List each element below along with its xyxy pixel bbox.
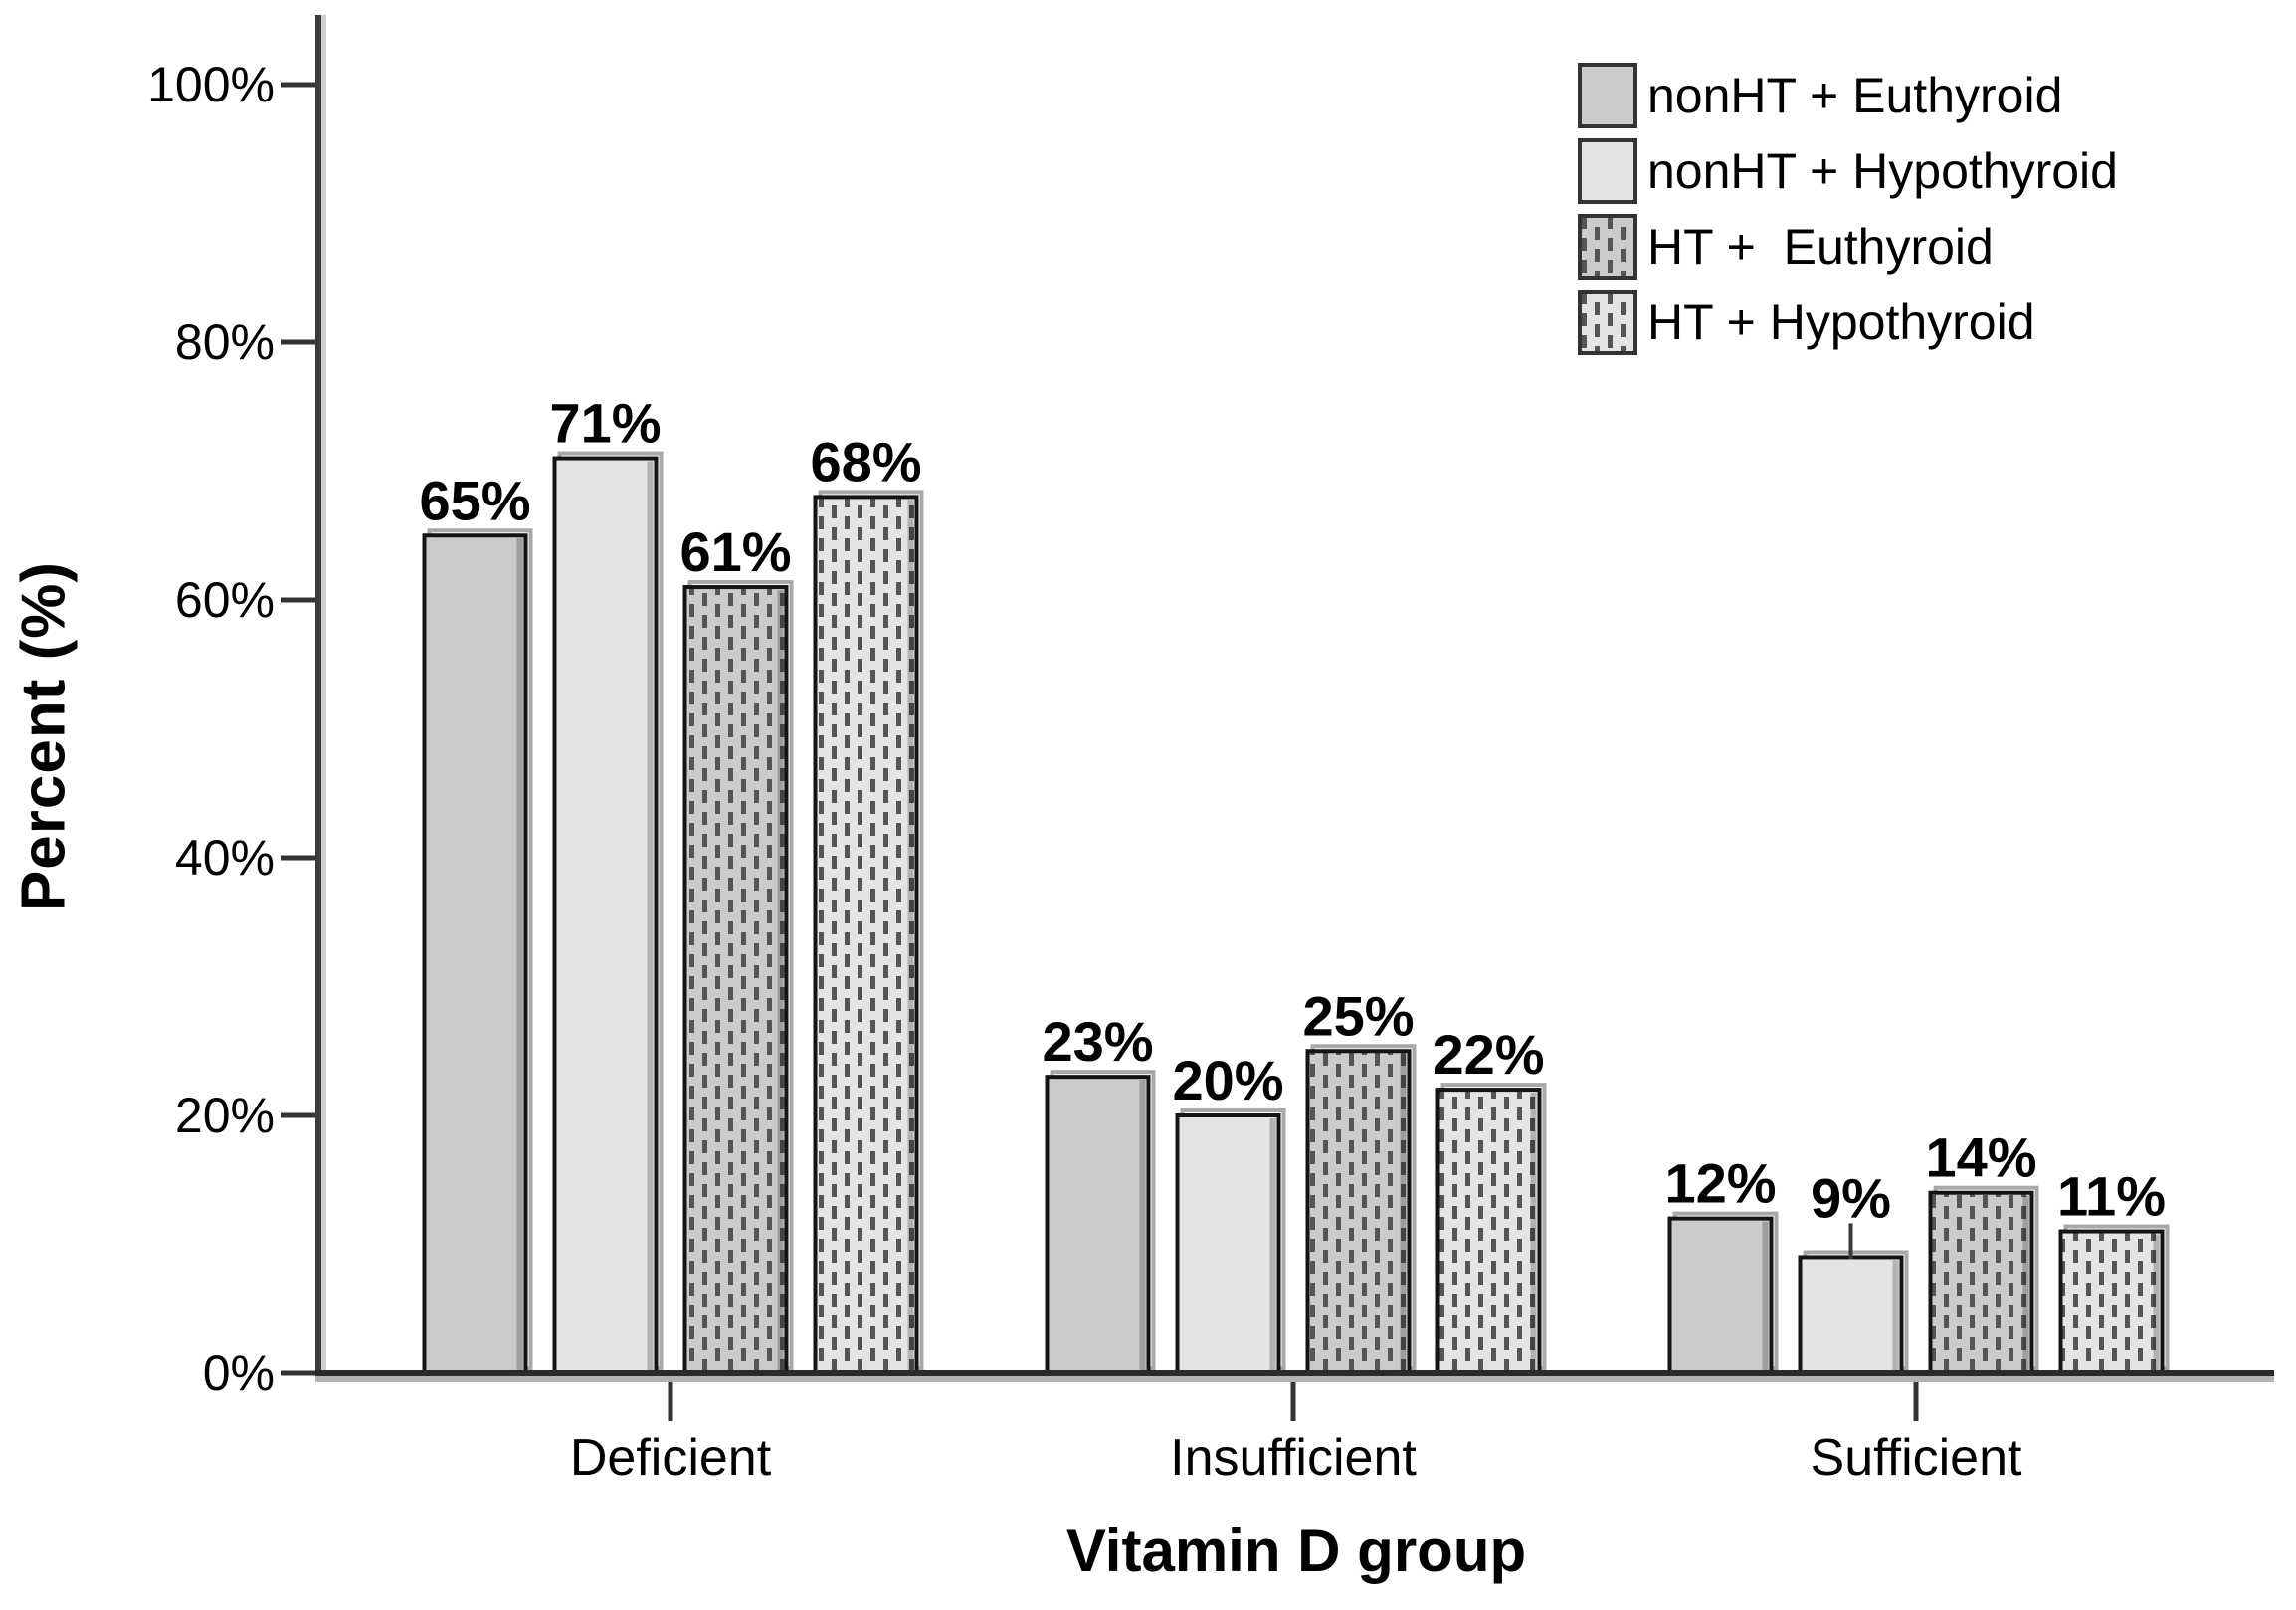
category-label: Sufficient [1811,1429,2023,1487]
label-leader-line [1848,1223,1853,1260]
y-axis-tick [281,339,318,345]
category-label: Insufficient [1170,1429,1417,1487]
bar-sufficient-series3 [1930,1192,2032,1373]
bar-sufficient-series1 [1669,1218,1772,1373]
x-axis-tick [1290,1373,1296,1421]
y-axis-tick-label: 0% [203,1345,275,1401]
x-axis-tick [668,1373,673,1421]
legend-label: nonHT + Hypothyroid [1647,143,2118,199]
x-axis-tick [1913,1373,1919,1421]
y-axis-shadow [321,15,326,1373]
y-axis-title: Percent (%) [9,560,79,912]
x-axis-title: Vitamin D group [1065,1517,1527,1584]
bar-sufficient-series4 [2060,1231,2163,1373]
y-axis-tick-label: 20% [175,1088,275,1143]
x-axis-shadow [315,1376,2274,1382]
bar-value-label: 65% [419,469,530,531]
y-axis-tick [281,1112,318,1118]
bar-insufficient-series3 [1307,1051,1410,1373]
bar-deficient-series2 [554,458,657,1373]
legend-swatch-icon [1578,63,1637,128]
y-axis-tick-label: 60% [175,572,275,628]
bar-inner-shade [1139,1080,1146,1370]
bar-value-label: 23% [1042,1010,1153,1073]
bar-deficient-series3 [684,587,787,1373]
y-axis-tick-label: 80% [175,314,275,370]
bar-sufficient-series2 [1800,1257,1902,1373]
bar-value-label: 14% [1925,1126,2036,1189]
bar-value-label: 20% [1172,1049,1283,1111]
bar-insufficient-series2 [1177,1115,1279,1373]
bar-inner-shade [907,500,914,1370]
category-label: Deficient [570,1429,772,1487]
legend: nonHT + Euthyroid nonHT + Hypothyroid HT +… [1578,58,2118,360]
y-axis-line [315,15,321,1376]
bar-value-label: 22% [1433,1023,1544,1086]
bar-insufficient-series4 [1437,1090,1540,1373]
bar-value-label: 12% [1664,1152,1776,1215]
bar-inner-shade [1762,1221,1769,1370]
bar-value-label: 9% [1811,1166,1891,1229]
y-axis-tick-label: 40% [175,830,275,886]
legend-item: HT + Euthyroid [1578,209,2118,285]
bar-inner-shade [516,538,523,1370]
bar-inner-shade [2153,1234,2160,1370]
legend-swatch-icon [1578,214,1637,280]
x-axis-line [315,1370,2274,1376]
y-axis-tick [281,597,318,603]
legend-item: HT + Hypothyroid [1578,285,2118,360]
bar-value-label: 25% [1302,984,1414,1047]
bar-inner-shade [1530,1093,1537,1370]
legend-swatch-icon [1578,138,1637,204]
legend-item: nonHT + Hypothyroid [1578,133,2118,209]
bar-deficient-series4 [815,497,917,1373]
y-axis-tick [281,855,318,861]
y-axis-tick-label: 100% [147,57,275,112]
legend-item: nonHT + Euthyroid [1578,58,2118,133]
y-axis-tick [281,1370,318,1376]
bar-insufficient-series1 [1047,1077,1149,1373]
bar-value-label: 68% [810,430,921,493]
bar-inner-shade [777,590,784,1370]
bar-inner-shade [647,461,654,1370]
legend-swatch-icon [1578,290,1637,355]
y-axis-tick [281,82,318,88]
bar-value-label: 61% [679,520,791,583]
bar-inner-shade [1269,1118,1276,1370]
bar-inner-shade [2022,1195,2029,1370]
legend-label: HT + Euthyroid [1647,219,1994,275]
bar-inner-shade [1892,1260,1899,1370]
bar-inner-shade [1400,1054,1407,1370]
bar-deficient-series1 [424,535,526,1373]
legend-label: HT + Hypothyroid [1647,295,2035,350]
bar-value-label: 11% [2057,1165,2166,1228]
bar-value-label: 71% [549,392,661,455]
legend-label: nonHT + Euthyroid [1647,68,2063,123]
